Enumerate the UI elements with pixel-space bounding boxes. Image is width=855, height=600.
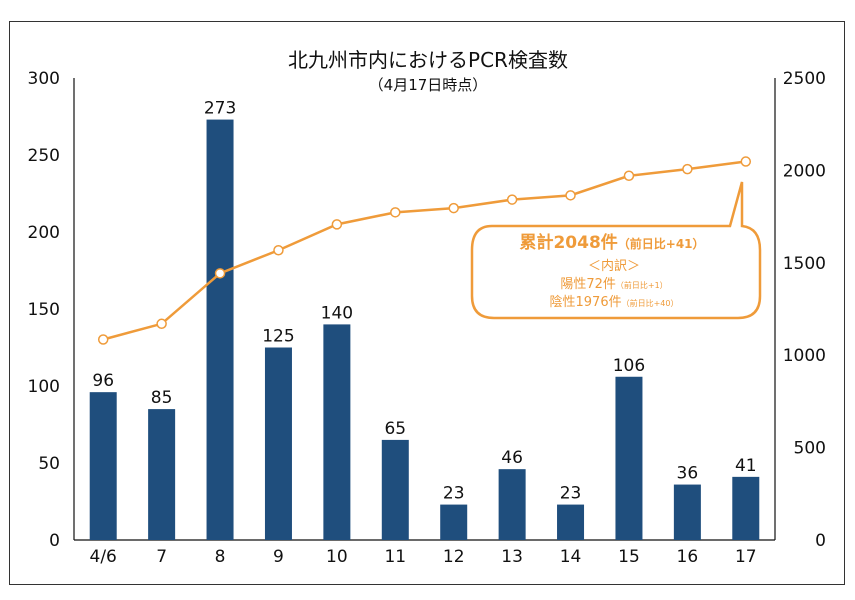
x-tick-label: 14 [560, 547, 582, 567]
bar-value-label: 140 [321, 303, 353, 323]
cumulative-point [740, 156, 752, 167]
right-tick-label: 2500 [783, 69, 826, 89]
cumulative-point [448, 202, 459, 214]
right-tick-label: 1000 [783, 346, 826, 366]
annotation-positive-diff: （前日比+1） [616, 280, 668, 290]
cumulative-point [390, 207, 401, 218]
chart-subtitle: （4月17日時点） [369, 76, 488, 94]
bar [498, 469, 526, 540]
x-tick-label: 11 [384, 547, 406, 567]
left-tick-label: 200 [28, 223, 60, 243]
left-tick-label: 0 [49, 531, 60, 551]
bar-value-label: 23 [560, 484, 582, 504]
cumulative-point [97, 334, 109, 345]
x-tick-label: 7 [156, 547, 167, 567]
x-tick-label: 17 [735, 547, 757, 567]
bar [732, 476, 760, 540]
bar [323, 324, 351, 540]
right-tick-label: 2000 [783, 161, 826, 181]
left-tick-label: 50 [38, 454, 60, 474]
cumulative-point [506, 194, 518, 205]
bar-value-label: 106 [613, 356, 645, 376]
left-tick-label: 100 [28, 377, 60, 397]
bar-value-label: 41 [735, 456, 757, 476]
bar [206, 119, 234, 540]
bar [381, 439, 409, 540]
annotation-breakdown: ＜内訳＞ [588, 258, 640, 274]
bar-value-label: 36 [677, 464, 699, 484]
svg-text:累計2048件（前日比+41）: 累計2048件（前日比+41） [519, 232, 704, 253]
left-tick-label: 150 [28, 300, 60, 320]
bar [673, 484, 701, 540]
x-tick-label: 8 [215, 547, 226, 567]
svg-text:陽性72件（前日比+1）: 陽性72件（前日比+1） [560, 277, 667, 292]
bar [557, 504, 585, 540]
chart-title: 北九州市内におけるPCR検査数 [288, 48, 568, 72]
bar-value-label: 96 [92, 371, 114, 391]
x-tick-label: 9 [273, 547, 284, 567]
annotation-total: 累計2048件 [519, 232, 617, 253]
left-tick-label: 250 [28, 146, 60, 166]
bar-value-label: 273 [204, 99, 236, 119]
cumulative-point [273, 244, 284, 256]
x-tick-label: 12 [443, 547, 465, 567]
x-tick-label: 13 [501, 547, 523, 567]
x-tick-label: 16 [677, 547, 699, 567]
annotation-callout: 累計2048件（前日比+41） ＜内訳＞ 陽性72件（前日比+1） 陰性1976… [470, 181, 762, 320]
annotation-positive: 陽性72件 [560, 277, 616, 292]
cumulative-point [156, 318, 167, 330]
cumulative-point [682, 163, 693, 175]
bar-value-label: 46 [501, 448, 523, 468]
cumulative-point [331, 219, 343, 230]
bar-value-label: 125 [262, 327, 294, 347]
cumulative-line [102, 160, 746, 341]
bar-value-label: 65 [384, 419, 406, 439]
annotation-negative-diff: （前日比+40） [622, 298, 679, 308]
bar [615, 376, 643, 540]
cumulative-point [214, 268, 226, 279]
svg-text:陰性1976件（前日比+40）: 陰性1976件（前日比+40） [550, 295, 679, 310]
annotation-total-diff: （前日比+41） [618, 236, 705, 251]
cumulative-point [565, 190, 576, 201]
right-tick-label: 1500 [783, 254, 826, 274]
cumulative-point [623, 170, 635, 182]
bar [264, 347, 292, 540]
x-tick-label: 10 [326, 547, 348, 567]
right-tick-label: 500 [794, 439, 826, 459]
right-tick-label: 0 [815, 531, 826, 551]
x-tick-label: 4/6 [90, 547, 117, 567]
x-tick-label: 15 [618, 547, 640, 567]
bar-value-label: 23 [443, 484, 465, 504]
bar [440, 504, 468, 540]
chart-frame [9, 21, 845, 585]
bar-value-label: 85 [151, 388, 173, 408]
bar [148, 409, 176, 540]
left-tick-label: 300 [28, 69, 60, 89]
annotation-negative: 陰性1976件 [550, 295, 622, 310]
bar [89, 392, 117, 540]
